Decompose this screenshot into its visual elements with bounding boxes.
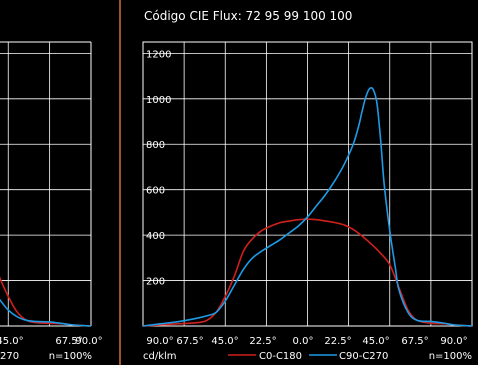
y-tick-label: 600 bbox=[146, 186, 165, 197]
left-legend-total: n=100% bbox=[49, 351, 92, 362]
series-c90-c270-curve bbox=[142, 86, 473, 327]
legend-c90-label: C90-C270 bbox=[339, 351, 388, 362]
y-tick-label: 1200 bbox=[146, 49, 171, 60]
legend-total: n=100% bbox=[429, 351, 472, 362]
left-legend-fragment: 270 bbox=[0, 351, 19, 362]
x-tick-label: 67.5° bbox=[176, 336, 203, 347]
left-series-c90-curve bbox=[0, 298, 92, 327]
x-tick-label: 90.0° bbox=[146, 336, 173, 347]
y-tick-label: 1000 bbox=[146, 95, 171, 106]
x-tick-label: 0.0° bbox=[293, 336, 314, 347]
left-x-tick-label: 90.0° bbox=[75, 336, 102, 347]
legend-c0-label: C0-C180 bbox=[259, 351, 302, 362]
x-tick-label: 67.5° bbox=[401, 336, 428, 347]
left-x-tick-label: 67.5° bbox=[55, 336, 82, 347]
x-tick-label: 90.0° bbox=[440, 336, 467, 347]
x-tick-label: 45.0° bbox=[211, 336, 238, 347]
y-tick-label: 400 bbox=[146, 231, 165, 242]
x-tick-label: 22.5° bbox=[249, 336, 276, 347]
left-series-c0-curve bbox=[0, 276, 92, 327]
x-tick-label: 45.0° bbox=[362, 336, 389, 347]
y-tick-label: 800 bbox=[146, 140, 165, 151]
unit-label: cd/klm bbox=[143, 351, 177, 362]
left-chart-group: 45.0° 67.5°90.0° 270 n=100% bbox=[0, 41, 103, 362]
cie-flux-code: Código CIE Flux: 72 95 99 100 100 bbox=[144, 9, 353, 23]
y-tick-label: 200 bbox=[146, 277, 165, 288]
panel-divider bbox=[119, 0, 121, 365]
left-x-tick-label: 45.0° bbox=[0, 336, 24, 347]
x-tick-label: 22.5° bbox=[324, 336, 351, 347]
